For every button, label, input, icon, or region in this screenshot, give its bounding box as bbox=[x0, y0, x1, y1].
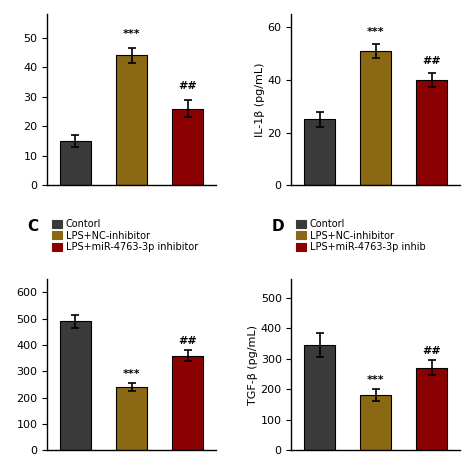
Bar bbox=[417, 80, 447, 185]
Y-axis label: TGF-β (pg/mL): TGF-β (pg/mL) bbox=[248, 325, 258, 405]
Text: ***: *** bbox=[367, 27, 384, 36]
Legend: Contorl, LPS+NC-inhibitor, LPS+miR-4763-3p inhibitor: Contorl, LPS+NC-inhibitor, LPS+miR-4763-… bbox=[52, 219, 198, 252]
Bar bbox=[116, 387, 147, 450]
Bar bbox=[360, 51, 391, 185]
Bar bbox=[173, 109, 203, 185]
Text: ##: ## bbox=[422, 55, 441, 65]
Text: D: D bbox=[271, 219, 284, 235]
Bar bbox=[173, 356, 203, 450]
Text: ##: ## bbox=[178, 81, 197, 91]
Bar bbox=[360, 395, 391, 450]
Bar bbox=[116, 55, 147, 185]
Text: ***: *** bbox=[367, 374, 384, 384]
Bar bbox=[60, 141, 91, 185]
Bar bbox=[304, 345, 335, 450]
Bar bbox=[417, 368, 447, 450]
Text: C: C bbox=[27, 219, 38, 235]
Legend: Contorl, LPS+NC-inhibitor, LPS+miR-4763-3p inhib: Contorl, LPS+NC-inhibitor, LPS+miR-4763-… bbox=[296, 219, 426, 252]
Y-axis label: IL-1β (pg/mL): IL-1β (pg/mL) bbox=[255, 63, 265, 137]
Text: ***: *** bbox=[123, 369, 140, 379]
Bar bbox=[60, 321, 91, 450]
Text: ##: ## bbox=[422, 346, 441, 356]
Text: ##: ## bbox=[178, 337, 197, 346]
Bar bbox=[304, 119, 335, 185]
Text: ***: *** bbox=[123, 29, 140, 39]
